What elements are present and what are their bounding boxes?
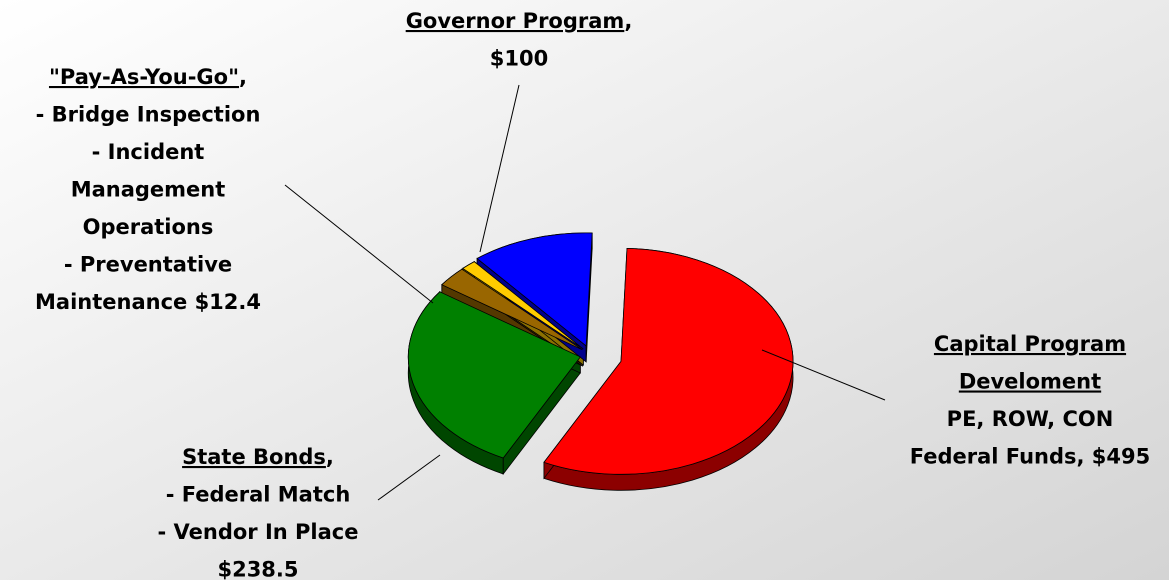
slice-label: Develoment [959,370,1101,394]
slice-label-title: "Pay-As-You-Go" [49,65,239,89]
slice-label: $100 [490,47,548,71]
leader-line [377,454,441,501]
slice-label-title: Capital Program [934,332,1126,356]
slice [407,291,581,459]
slice-label: - Incident [92,140,205,164]
slice-label: - Bridge Inspection [36,103,261,127]
slice-label-suffix: , [326,445,334,469]
slice-label: $238.5 [217,558,298,580]
slice-label-suffix: , [624,9,632,33]
slice-label: "Pay-As-You-Go", [49,65,247,89]
slice-label: Management [71,178,226,202]
slice [441,268,583,351]
leader-line [284,184,434,304]
leader-line [761,349,886,401]
slice-label: Capital Program [934,332,1126,356]
slice-label: State Bonds, [182,445,334,469]
slice-label: Maintenance $12.4 [35,290,261,314]
slice-label: Governor Program, [406,9,633,33]
slice-label: PE, ROW, CON [947,407,1114,431]
leader-line [479,84,520,253]
slice-label-title: State Bonds [182,445,326,469]
slice-label-title: Develoment [959,370,1101,394]
slice [462,261,584,350]
slice-label: - Vendor In Place [158,520,359,544]
slice-label-suffix: , [239,65,247,89]
slice [543,247,794,475]
slice-label: - Federal Match [166,483,351,507]
slice-label: Federal Funds, $495 [910,445,1151,469]
slice-label-title: Governor Program [406,9,625,33]
slice [476,232,593,347]
slice-label: - Preventative [64,253,232,277]
slice-label: Operations [83,215,214,239]
